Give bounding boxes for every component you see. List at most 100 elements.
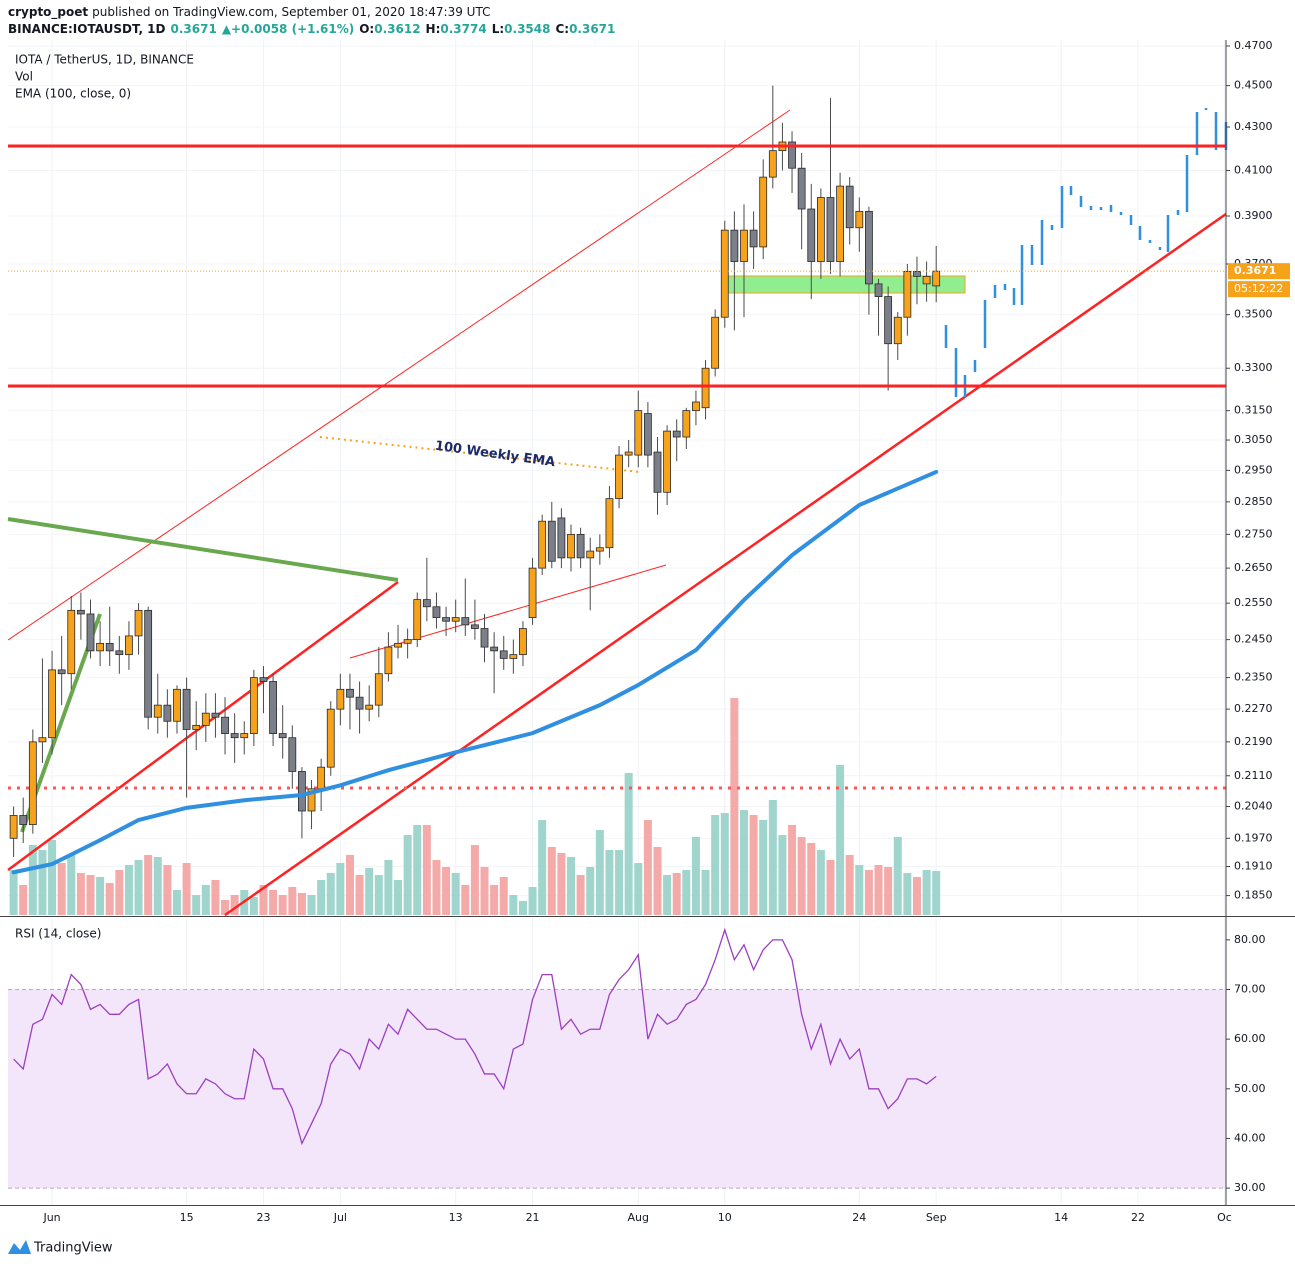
- x-tick-label: 23: [256, 1211, 270, 1224]
- candle-body: [615, 454, 623, 500]
- candle-body: [442, 617, 450, 622]
- candle-body: [365, 704, 374, 710]
- candle-body: [634, 410, 643, 456]
- y-tick-label: 0.4700: [1234, 39, 1273, 52]
- y-tick-label: 0.3500: [1234, 308, 1273, 321]
- rsi-band: [8, 989, 1226, 1189]
- candle-body: [874, 283, 883, 297]
- volume-bar: [903, 873, 912, 915]
- candle-body: [326, 708, 335, 768]
- candle-body: [720, 229, 729, 318]
- volume-bar: [691, 837, 700, 915]
- y-tick-label: 0.4300: [1234, 120, 1273, 133]
- volume-bar: [845, 855, 854, 915]
- volume-bar: [307, 895, 316, 915]
- rsi-band: [8, 989, 1226, 1189]
- volume-bar: [701, 870, 710, 915]
- volume-bar: [893, 837, 902, 915]
- volume-bar: [221, 900, 230, 915]
- rsi-line: [13, 927, 937, 1146]
- y-tick-label: 0.1910: [1234, 860, 1273, 873]
- ohlc-label: H:: [426, 22, 441, 36]
- candle-body: [788, 141, 796, 169]
- volume-bar: [711, 815, 720, 915]
- volume-bar: [836, 765, 845, 915]
- volume-bar: [317, 880, 326, 915]
- x-tick-label: 10: [718, 1211, 732, 1224]
- y-tick-label: 0.4500: [1234, 79, 1273, 92]
- volume-bar: [249, 897, 258, 915]
- candle-body: [125, 635, 133, 656]
- ohlc-label: C:: [555, 22, 569, 36]
- volume-bar: [192, 895, 201, 915]
- y-tick-label: 0.3150: [1234, 404, 1273, 417]
- candle-body: [317, 766, 326, 790]
- volume-bar: [739, 810, 748, 915]
- candle-body: [624, 451, 633, 456]
- volume-bar: [326, 873, 335, 915]
- trend-line: [349, 564, 667, 659]
- candle-body: [269, 681, 277, 734]
- y-tick-label: 0.3050: [1234, 433, 1273, 446]
- y-tick-label: 0.2110: [1234, 769, 1273, 782]
- candle-body: [672, 430, 681, 438]
- candle-body: [471, 624, 479, 629]
- volume-bar: [442, 867, 451, 915]
- candle-body: [701, 367, 710, 409]
- ohlc-label: O:: [359, 22, 374, 36]
- candle-body: [480, 628, 489, 648]
- volume-bar: [528, 887, 537, 915]
- green-line: [7, 517, 399, 582]
- volume-bar: [922, 870, 931, 915]
- price-label: 0.3671: [1234, 264, 1276, 277]
- volume-bar: [86, 875, 95, 915]
- candle-body: [86, 613, 95, 652]
- candle-body: [115, 650, 124, 656]
- volume-bar: [778, 835, 787, 915]
- candle-body: [403, 639, 412, 644]
- volume-bar: [76, 873, 85, 915]
- y-tick-label: 0.1970: [1234, 831, 1273, 844]
- candle-body: [355, 696, 364, 710]
- candle-body: [759, 176, 768, 248]
- volume-bar: [509, 895, 518, 915]
- change: ▲+0.0058 (+1.61%): [222, 22, 354, 36]
- volume-bar: [134, 860, 143, 915]
- candle-body: [922, 275, 931, 285]
- volume-bar: [595, 830, 604, 915]
- volume-bar: [615, 850, 624, 915]
- x-tick-label: Sep: [926, 1211, 947, 1224]
- volume-bar: [682, 870, 691, 915]
- candle-body: [432, 606, 441, 618]
- channel-line: [7, 109, 791, 641]
- ema-legend: EMA (100, close, 0): [15, 87, 131, 101]
- candle-body: [653, 451, 662, 493]
- volume-bar: [874, 865, 883, 915]
- candle-body: [201, 712, 210, 726]
- candle-body: [288, 737, 297, 772]
- price-label-box: [1228, 263, 1290, 280]
- volume-bar: [461, 885, 470, 915]
- candle-body: [749, 229, 758, 248]
- volume-bar: [480, 867, 489, 915]
- ohlc-label: L:: [492, 22, 504, 36]
- volume-bar: [355, 875, 364, 915]
- y-tick-label: 0.2450: [1234, 633, 1273, 646]
- candle-body: [173, 688, 181, 722]
- candle-body: [807, 208, 816, 262]
- candle-body: [57, 669, 66, 675]
- y-tick-label: 0.4100: [1234, 163, 1273, 176]
- header-line-1: crypto_poet published on TradingView.com,…: [8, 5, 490, 20]
- volume-bar: [788, 825, 797, 915]
- candle-body: [192, 724, 201, 730]
- volume-bar: [9, 870, 18, 915]
- trend-line: [7, 580, 399, 872]
- volume: [9, 698, 941, 915]
- candle-body: [451, 617, 460, 622]
- candle-body: [768, 150, 777, 178]
- volume-bar: [105, 883, 114, 915]
- volume-bar: [144, 855, 153, 915]
- y-tick-label: 0.2190: [1234, 735, 1273, 748]
- candle-body: [96, 642, 105, 652]
- candle-body: [692, 401, 700, 412]
